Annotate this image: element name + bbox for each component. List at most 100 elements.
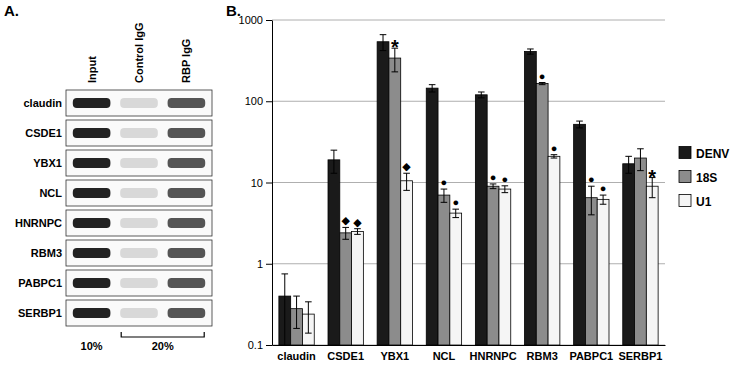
- bar: [340, 233, 352, 345]
- bar: [377, 42, 389, 345]
- error-bar: [293, 296, 300, 328]
- blot-band: [120, 158, 158, 168]
- y-tick: 1000: [239, 14, 272, 26]
- legend-swatch: [679, 147, 691, 159]
- bar: [646, 186, 658, 345]
- bar: [450, 213, 462, 345]
- error-bar: [331, 150, 338, 173]
- blot-band: [168, 248, 206, 258]
- legend-label: U1: [696, 195, 712, 209]
- bar: [536, 84, 548, 345]
- x-tick: claudin: [277, 345, 316, 362]
- figure: A. Input Control IgG RBP IgG claudin CSDE1 YBX…: [0, 0, 750, 381]
- row-label: RBM3: [31, 247, 62, 259]
- y-tick: 0.1: [248, 339, 272, 351]
- significance-marker: ●: [490, 171, 497, 183]
- significance-marker: ●: [588, 173, 595, 185]
- bar: [525, 51, 537, 345]
- plot-marks: [279, 35, 658, 345]
- legend-label: DENV: [696, 147, 729, 161]
- legend-label: 18S: [696, 171, 717, 185]
- error-bar: [588, 186, 595, 215]
- bar: [352, 231, 364, 345]
- bar: [548, 156, 560, 345]
- blot-band: [120, 278, 158, 288]
- blot-strip: [66, 300, 212, 326]
- grid-line: [272, 101, 665, 102]
- loading-bracket: [121, 332, 204, 337]
- x-tick-label: PABPC1: [569, 350, 613, 362]
- row-label: SERBP1: [18, 307, 62, 319]
- error-bar: [380, 35, 387, 51]
- blot-strip: [66, 90, 212, 116]
- blot-strip: [66, 240, 212, 266]
- error-bar: [600, 195, 607, 204]
- blot-band: [120, 218, 158, 228]
- blot-band: [73, 278, 111, 288]
- x-tick-label: RBM3: [527, 350, 558, 362]
- blot-band: [120, 188, 158, 198]
- x-tick: PABPC1: [569, 345, 613, 362]
- error-bar: [490, 184, 497, 189]
- legend-swatch: [679, 195, 691, 207]
- y-tick-label: 1000: [239, 14, 263, 26]
- bar: [426, 88, 438, 345]
- blot-band: [73, 128, 111, 138]
- x-tick: NCL: [433, 345, 456, 362]
- blot-strip: [66, 210, 212, 236]
- blot-band: [168, 308, 206, 318]
- blot-band: [73, 98, 111, 108]
- blot-band: [73, 218, 111, 228]
- x-tick: CSDE1: [327, 345, 364, 362]
- y-tick-label: 10: [251, 177, 263, 189]
- significance-marker: ●: [441, 176, 448, 188]
- x-axis-line: [273, 345, 666, 346]
- lane-label: RBP IgG: [180, 39, 192, 83]
- blot-band: [168, 188, 206, 198]
- blot-band: [73, 308, 111, 318]
- blot-band: [120, 248, 158, 258]
- x-axis: claudin CSDE1 YBX1 NCL HNRNPC RBM3 PABPC1 SERBP…: [273, 345, 666, 362]
- legend-swatch: [679, 171, 691, 183]
- panel-label: A.: [4, 2, 19, 19]
- error-bar: [478, 92, 485, 98]
- blot-strip: [66, 150, 212, 176]
- bar: [597, 199, 609, 345]
- blot-band: [168, 98, 206, 108]
- x-tick: YBX1: [380, 345, 409, 362]
- loading-label: 20%: [152, 340, 174, 352]
- bar: [401, 181, 413, 345]
- y-axis: 0.1 1 10 100 1000: [239, 14, 273, 351]
- lane-label: Control IgG: [133, 23, 145, 84]
- y-tick: 100: [245, 95, 272, 107]
- bar: [585, 198, 597, 345]
- row-label: PABPC1: [18, 277, 62, 289]
- row-label: HNRNPC: [15, 217, 62, 229]
- blot-band: [73, 248, 111, 258]
- y-tick-label: 1: [257, 258, 263, 270]
- blot-band: [73, 158, 111, 168]
- y-tick: 1: [257, 258, 272, 270]
- blot-strip: [66, 180, 212, 206]
- error-bar: [539, 83, 546, 85]
- error-bar: [551, 155, 558, 158]
- significance-marker: *: [391, 36, 399, 58]
- lane-label: Input: [86, 56, 98, 83]
- significance-marker: ◆: [341, 214, 350, 226]
- grid: [272, 20, 665, 345]
- x-tick-label: YBX1: [380, 350, 409, 362]
- error-bar: [502, 186, 509, 193]
- bar: [475, 95, 487, 345]
- y-tick-mark: [266, 264, 272, 265]
- bar: [438, 195, 450, 345]
- blot-band: [168, 128, 206, 138]
- blot-strip: [66, 120, 212, 146]
- error-bar: [441, 189, 448, 202]
- row-label: YBX1: [33, 157, 62, 169]
- x-tick-label: HNRNPC: [470, 350, 517, 362]
- x-tick-label: NCL: [433, 350, 456, 362]
- bar: [487, 186, 499, 345]
- row-label: CSDE1: [25, 127, 62, 139]
- error-bar: [281, 274, 288, 345]
- x-tick-label: SERBP1: [618, 350, 662, 362]
